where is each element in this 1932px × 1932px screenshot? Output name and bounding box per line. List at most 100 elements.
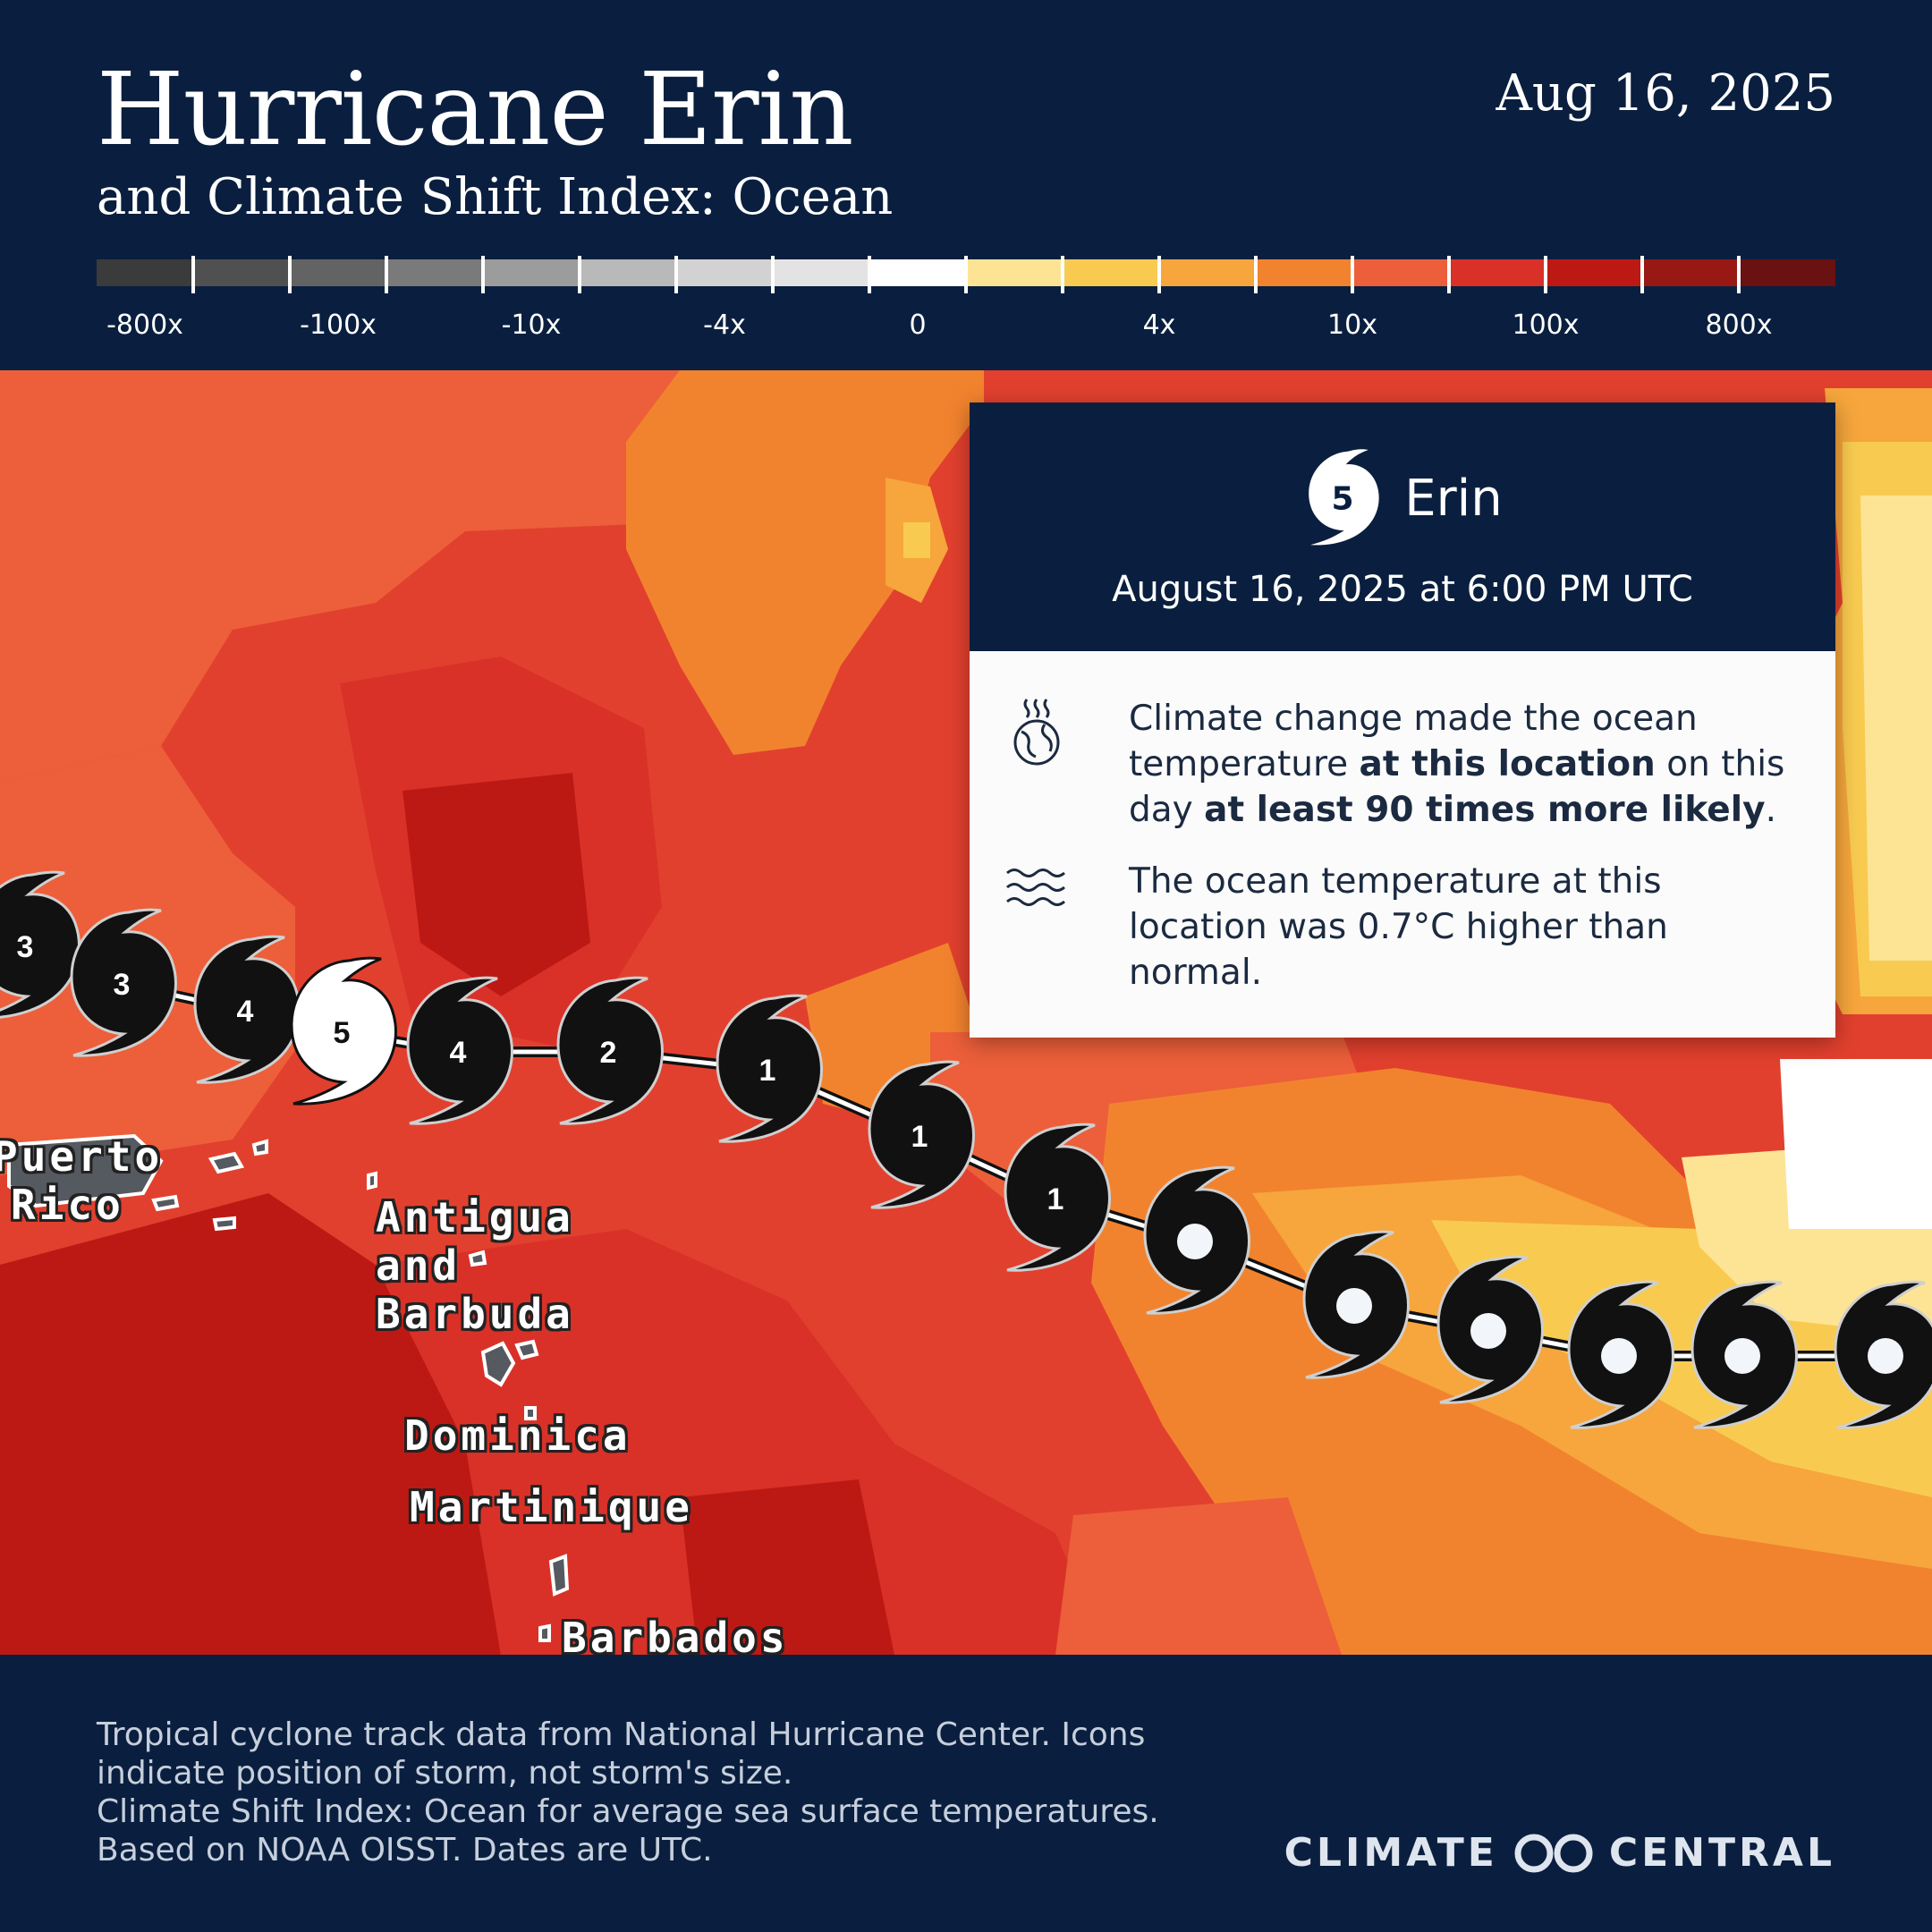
tropical-storm-dot	[1868, 1338, 1903, 1374]
legend-swatch	[1352, 259, 1449, 286]
info-card-header: 5 Erin August 16, 2025 at 6:00 PM UTC	[970, 402, 1835, 651]
storm-position-icon[interactable]: 1	[868, 1060, 975, 1209]
storm-position-icon[interactable]: 3	[70, 908, 177, 1057]
legend-swatch	[1449, 259, 1546, 286]
legend-label: 100x	[1512, 309, 1580, 341]
fact-likelihood-text: Climate change made the ocean temperatur…	[1129, 699, 1785, 830]
legend-swatch	[1739, 259, 1835, 286]
footer: Tropical cyclone track data from Nationa…	[0, 1655, 1932, 1932]
observation-datetime: August 16, 2025 at 6:00 PM UTC	[1112, 569, 1693, 610]
legend-tick	[1351, 256, 1354, 293]
storm-category-label: 1	[1047, 1182, 1064, 1216]
storm-position-icon[interactable]: 3	[0, 870, 80, 1019]
storm-position-icon[interactable]: 4	[193, 935, 301, 1084]
legend-tick	[1544, 256, 1547, 293]
legend-labels: -800x -100x -10x -4x 0 4x 10x 100x 800x	[97, 309, 1835, 345]
legend-swatch	[1063, 259, 1159, 286]
legend-swatch	[386, 259, 483, 286]
fact-anomaly-text: The ocean temperature at this location w…	[1129, 861, 1668, 993]
legend-tick	[385, 256, 388, 293]
legend-tick	[578, 256, 581, 293]
water-waves-icon	[1006, 869, 1065, 906]
source-note: Tropical cyclone track data from Nationa…	[97, 1716, 1159, 1868]
legend-swatch	[97, 259, 193, 286]
storm-position-icon[interactable]	[1436, 1255, 1544, 1404]
info-card-body: Climate change made the ocean temperatur…	[970, 651, 1835, 1038]
tropical-storm-dot	[1724, 1338, 1760, 1374]
tropical-storm-dot	[1470, 1313, 1506, 1349]
legend-swatch	[483, 259, 580, 286]
storm-position-icon[interactable]	[1690, 1280, 1798, 1429]
tropical-storm-dot	[1336, 1288, 1372, 1324]
storm-position-icon[interactable]	[1302, 1230, 1410, 1379]
place-label-barbados: Barbados	[562, 1614, 789, 1655]
storm-category-label: 1	[759, 1054, 776, 1088]
legend-label: 4x	[1142, 309, 1176, 341]
legend-label: 800x	[1705, 309, 1773, 341]
legend-swatch	[1256, 259, 1352, 286]
legend-label: 0	[909, 309, 927, 341]
legend-tick	[964, 256, 968, 293]
legend-tick	[1254, 256, 1258, 293]
legend-swatch	[773, 259, 869, 286]
page-subtitle: and Climate Shift Index: Ocean	[97, 168, 894, 226]
legend-swatch	[1642, 259, 1739, 286]
legend-swatch	[580, 259, 676, 286]
legend-label: -800x	[106, 309, 183, 341]
color-legend	[97, 259, 1835, 286]
storm-info-card: 5 Erin August 16, 2025 at 6:00 PM UTC Cl…	[970, 402, 1835, 1038]
storm-position-icon[interactable]: 1	[1004, 1123, 1111, 1272]
storm-position-icon[interactable]	[1567, 1280, 1674, 1429]
storm-track[interactable]: 3 3 4 5 4 2 1 1 1	[0, 870, 1932, 1429]
legend-tick	[1061, 256, 1064, 293]
storm-name: Erin	[1404, 469, 1503, 528]
climate-central-logo: CLIMATE CENTRAL	[1284, 1830, 1835, 1876]
legend-swatch	[966, 259, 1063, 286]
storm-category-label: 5	[334, 1016, 351, 1050]
storm-position-icon[interactable]: 2	[556, 976, 664, 1125]
islands	[7, 1133, 570, 1642]
place-label-antigua-and-barbuda: Antigua and Barbuda	[376, 1193, 574, 1338]
place-label-puerto-rico: Puerto Rico	[0, 1132, 164, 1229]
hurricane-category-icon: 5	[1309, 449, 1379, 546]
storm-category-label: 2	[600, 1036, 617, 1070]
page-title: Hurricane Erin	[97, 52, 853, 168]
legend-swatch	[290, 259, 386, 286]
storm-position-icon[interactable]: 1	[716, 994, 823, 1143]
header: Hurricane Erin and Climate Shift Index: …	[0, 0, 1932, 370]
legend-label: -100x	[300, 309, 377, 341]
legend-tick	[771, 256, 775, 293]
storm-category-label: 3	[17, 930, 34, 964]
storm-position-icon[interactable]: 4	[406, 976, 513, 1125]
legend-tick	[1157, 256, 1161, 293]
legend-tick	[1737, 256, 1741, 293]
place-label-martinique: Martinique	[410, 1483, 693, 1531]
place-label-dominica: Dominica	[404, 1411, 631, 1460]
legend-swatch	[193, 259, 290, 286]
storm-category-label: 1	[911, 1120, 928, 1154]
legend-label: -4x	[703, 309, 746, 341]
legend-tick	[191, 256, 195, 293]
legend-tick	[1640, 256, 1644, 293]
logo-rings-icon	[1514, 1834, 1593, 1872]
legend-ticks	[97, 256, 1835, 293]
legend-label: 10x	[1327, 309, 1377, 341]
storm-title-row: 5 Erin	[970, 440, 1835, 556]
storm-position-icon[interactable]	[1834, 1280, 1932, 1429]
storm-position-icon[interactable]: 5	[290, 956, 397, 1106]
globe-heat-icon	[1013, 699, 1060, 766]
legend-tick	[868, 256, 871, 293]
legend-tick	[1447, 256, 1451, 293]
legend-tick	[288, 256, 292, 293]
date-label: Aug 16, 2025	[1496, 64, 1835, 123]
legend-swatch	[676, 259, 773, 286]
storm-category-label: 4	[450, 1036, 467, 1070]
legend-tick	[674, 256, 678, 293]
tropical-storm-dot	[1177, 1224, 1213, 1259]
svg-text:5: 5	[1332, 481, 1354, 518]
storm-position-icon[interactable]	[1143, 1165, 1250, 1315]
legend-label: -10x	[501, 309, 562, 341]
storm-category-label: 4	[237, 995, 254, 1029]
tropical-storm-dot	[1601, 1338, 1637, 1374]
legend-tick	[481, 256, 485, 293]
